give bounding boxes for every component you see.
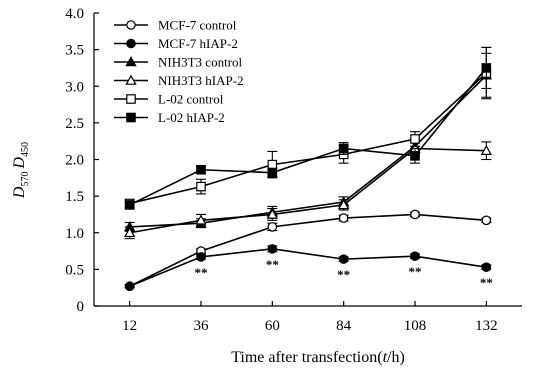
data-point — [410, 151, 420, 161]
data-point — [126, 20, 136, 30]
x-axis-title-var: t — [383, 349, 388, 366]
y-axis-title-sub1: 570 — [20, 172, 31, 187]
data-point — [480, 144, 492, 156]
data-point — [410, 251, 420, 261]
significance-label: ** — [195, 265, 208, 280]
data-point — [124, 226, 136, 238]
legend-label: NIH3T3 hIAP-2 — [158, 73, 244, 88]
data-point — [267, 222, 278, 232]
data-point — [266, 208, 278, 219]
data-point — [124, 200, 135, 210]
significance-label: ** — [409, 264, 422, 279]
data-point — [410, 134, 420, 144]
legend-label: NIH3T3 control — [158, 55, 243, 70]
data-point — [410, 209, 420, 220]
axes: 0 0.5 1.0 1.5 2.0 2.5 3.0 3.5 4.0 12 36 60 84 108 132 — [65, 6, 522, 334]
y-tick-label: 2.0 — [65, 153, 84, 169]
data-point — [338, 254, 349, 264]
data-point — [338, 213, 349, 223]
significance-label: ** — [480, 275, 493, 290]
series-line — [129, 74, 487, 228]
data-point — [126, 38, 136, 49]
legend-label: L-02 control — [158, 92, 224, 107]
series-1 — [124, 244, 492, 292]
series-layer: ** ** ** ** ** — [124, 46, 493, 292]
series-line — [129, 72, 487, 205]
y-tick-label: 3.0 — [65, 79, 84, 95]
series-3 — [124, 140, 492, 240]
legend-label: L-02 hIAP-2 — [158, 110, 225, 125]
series-line — [129, 67, 487, 206]
x-tick-label: 12 — [122, 318, 137, 334]
series-line — [129, 213, 487, 287]
x-tick-label: 108 — [404, 318, 427, 334]
y-axis-title-main: D — [11, 186, 28, 199]
significance-label: ** — [337, 267, 350, 282]
y-tick-label: 4.0 — [65, 6, 84, 22]
y-axis-title-main-2: D — [11, 157, 28, 170]
data-point — [481, 262, 492, 272]
y-axis-title: D570D450 — [11, 142, 31, 199]
series-0 — [124, 209, 492, 292]
data-point — [196, 181, 206, 192]
x-axis-title-text: Time after transfection — [231, 349, 377, 366]
y-tick-label: 2.5 — [65, 116, 84, 132]
data-point — [196, 164, 206, 175]
x-axis-title-unit: h — [391, 349, 399, 366]
data-point — [338, 199, 350, 210]
data-point — [267, 159, 278, 170]
data-point — [126, 112, 136, 123]
series-line — [129, 147, 487, 234]
series-line — [129, 248, 487, 287]
data-point — [125, 56, 137, 67]
y-tick-label: 1.0 — [65, 226, 84, 242]
legend-item: MCF-7 hIAP-2 — [114, 36, 238, 51]
legend-item: L-02 control — [114, 92, 224, 107]
y-tick-label: 3.5 — [65, 43, 84, 59]
significance-label: ** — [266, 257, 279, 272]
data-point — [267, 167, 278, 178]
x-tick-label: 84 — [336, 318, 352, 334]
legend-label: MCF-7 control — [158, 18, 237, 33]
x-axis-title: Time after transfection(t/h) — [231, 349, 405, 366]
legend-item: MCF-7 control — [114, 18, 237, 33]
y-tick-label: 0 — [77, 299, 85, 315]
y-tick-label: 0.5 — [65, 262, 84, 278]
data-point — [195, 214, 207, 225]
data-point — [124, 281, 135, 292]
data-point — [267, 244, 278, 254]
legend-label: MCF-7 hIAP-2 — [158, 36, 238, 51]
data-point — [481, 63, 492, 73]
x-tick-label: 36 — [194, 318, 210, 334]
y-axis-title-sub2: 450 — [20, 142, 31, 157]
legend: MCF-7 control MCF-7 hIAP-2 NIH3T3 control N… — [114, 18, 244, 125]
data-point — [125, 74, 137, 85]
series-5 — [124, 46, 492, 210]
data-point — [126, 94, 136, 104]
legend-item: L-02 hIAP-2 — [114, 110, 225, 125]
legend-item: NIH3T3 hIAP-2 — [114, 73, 244, 88]
legend-item: NIH3T3 control — [114, 55, 243, 70]
data-point — [481, 215, 492, 226]
series-4 — [124, 46, 492, 209]
data-point — [196, 252, 206, 262]
y-tick-label: 1.5 — [65, 189, 84, 205]
data-point — [338, 143, 349, 154]
x-tick-label: 132 — [475, 318, 498, 334]
x-tick-label: 60 — [265, 318, 280, 334]
